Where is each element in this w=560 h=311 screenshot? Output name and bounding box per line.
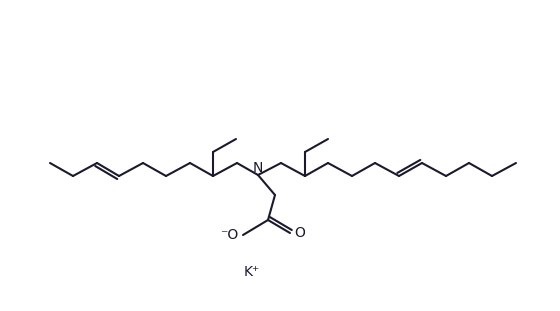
Text: ⁻O: ⁻O [220, 228, 238, 242]
Text: N: N [253, 161, 263, 175]
Text: O: O [295, 226, 305, 240]
Text: K⁺: K⁺ [244, 265, 260, 279]
